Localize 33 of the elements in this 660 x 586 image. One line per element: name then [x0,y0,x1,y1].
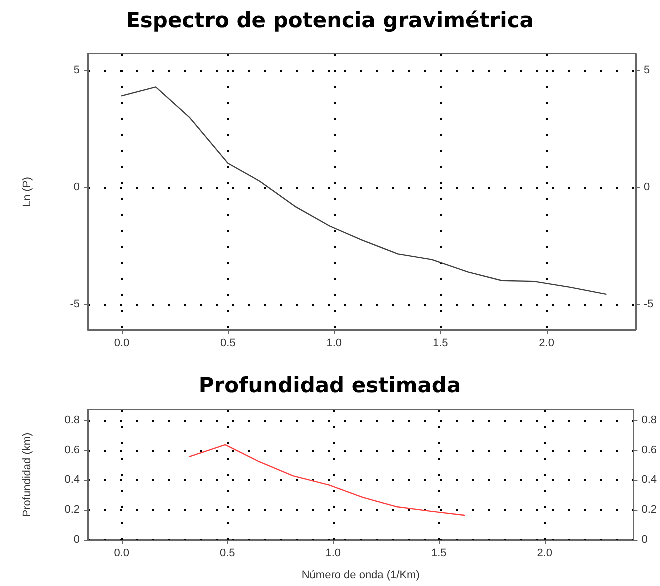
y-tick-label: 0.8 [64,414,80,426]
x-tick-label: 0.0 [114,548,130,560]
x-tick-label: 2.0 [537,548,553,560]
y-axis-title: Profundidad (km) [22,432,34,518]
x-tick-label: 2.0 [539,338,554,350]
chart-title: Profundidad estimada [198,374,462,398]
line-series [188,444,466,516]
y-tick-label: -5 [70,298,80,310]
chart-title: Espectro de potencia gravimétrica [126,8,534,32]
y2-tick-label: -5 [644,298,654,310]
y2-tick-label: 5 [644,64,650,76]
y2-tick-label: 0 [644,181,650,194]
y2-tick-label: 0.6 [642,444,658,456]
x-tick-label: 0.5 [220,548,236,560]
y-tick-label: 0.2 [64,504,80,516]
line-series [121,86,607,296]
y-tick-label: 0.4 [64,474,80,486]
x-tick-label: 1.5 [432,338,448,350]
x-axis-title: Número de onda (1/Km) [302,570,420,582]
x-tick-label: 1.5 [431,548,447,560]
y-tick-label: 0 [74,534,80,546]
y-tick-label: 0.6 [64,444,80,456]
y-tick-label: 5 [74,64,80,76]
x-tick-label: 0.0 [114,338,130,350]
y2-tick-label: 0.8 [642,414,658,426]
y-axis-title: Ln (P) [22,177,34,207]
x-tick-label: 0.5 [220,338,236,350]
y2-tick-label: 0.2 [642,504,658,516]
y2-tick-label: 0 [642,534,648,546]
y-tick-label: 0 [74,181,80,194]
y2-tick-label: 0.4 [642,474,658,486]
x-tick-label: 1.0 [326,548,342,560]
x-tick-label: 1.0 [326,338,342,350]
